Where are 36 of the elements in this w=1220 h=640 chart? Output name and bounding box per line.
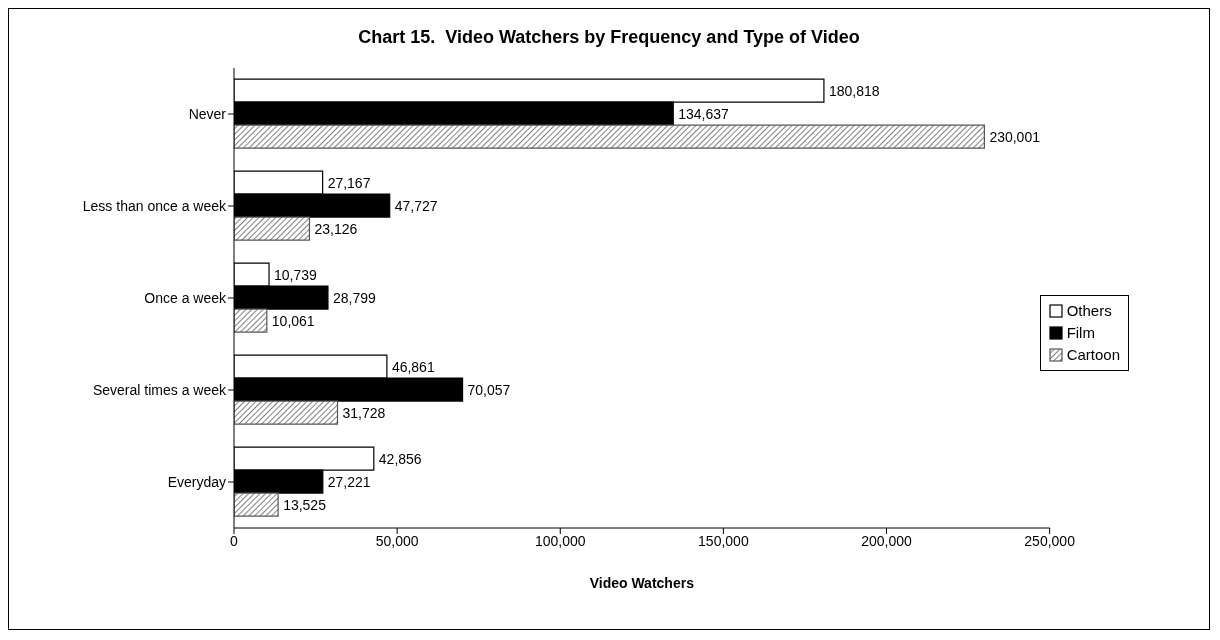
y-tick-label: Everyday [167,473,226,490]
x-axis-title: Video Watchers [589,575,695,591]
x-tick-label: 0 [230,532,239,549]
data-label: 180,818 [828,82,880,99]
bar [234,492,279,517]
legend-label: Others [1066,301,1112,321]
y-tick-label: Never [188,105,227,122]
x-tick-label: 150,000 [698,532,749,549]
bar [234,308,268,333]
bar [234,400,339,425]
data-label: 10,739 [274,266,318,283]
x-tick-label: 250,000 [1024,532,1076,549]
data-label: 230,001 [989,128,1041,145]
data-label: 10,061 [271,312,315,329]
data-label: 42,856 [378,450,422,467]
bar [234,216,311,241]
y-tick-label: Once a week [144,289,227,306]
data-label: 27,221 [327,473,371,490]
data-label: 27,167 [327,174,371,191]
data-label: 70,057 [467,381,511,398]
x-tick-label: 50,000 [375,532,419,549]
data-label: 31,728 [342,404,386,421]
data-label: 28,799 [332,289,376,306]
x-tick-label: 100,000 [534,532,586,549]
data-label: 47,727 [394,197,438,214]
y-tick-label: Several times a week [92,381,227,398]
y-tick-label: Less than once a week [82,197,227,214]
bar [234,124,985,149]
data-label: 46,861 [391,358,435,375]
chart-title: Chart 15. Video Watchers by Frequency and Type of Video [357,27,861,48]
data-label: 23,126 [314,220,358,237]
data-label: 13,525 [283,496,327,513]
x-tick-label: 200,000 [861,532,913,549]
legend-label: Cartoon [1066,345,1120,365]
data-label: 134,637 [678,105,730,122]
legend-label: Film [1066,323,1095,343]
